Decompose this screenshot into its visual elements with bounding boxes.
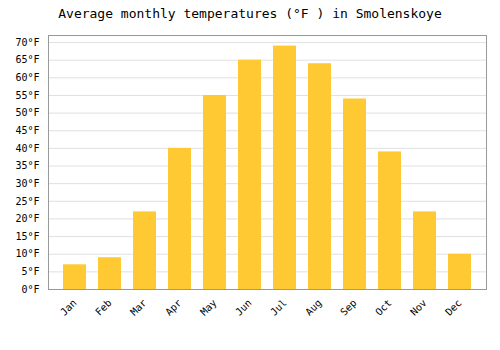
svg-text:50°F: 50°F — [15, 107, 39, 118]
svg-text:Dec: Dec — [443, 297, 464, 318]
svg-text:Sep: Sep — [338, 297, 359, 318]
svg-text:Apr: Apr — [163, 297, 184, 318]
svg-text:5°F: 5°F — [21, 266, 39, 277]
svg-text:45°F: 45°F — [15, 125, 39, 136]
svg-text:10°F: 10°F — [15, 248, 39, 259]
svg-text:Mar: Mar — [128, 297, 149, 318]
svg-text:Jan: Jan — [58, 297, 79, 318]
svg-text:70°F: 70°F — [15, 37, 39, 48]
svg-text:Jul: Jul — [268, 297, 289, 318]
svg-text:25°F: 25°F — [15, 196, 39, 207]
svg-text:55°F: 55°F — [15, 90, 39, 101]
svg-text:60°F: 60°F — [15, 72, 39, 83]
svg-text:30°F: 30°F — [15, 178, 39, 189]
svg-text:Jun: Jun — [233, 297, 254, 318]
svg-text:65°F: 65°F — [15, 54, 39, 65]
svg-text:40°F: 40°F — [15, 143, 39, 154]
svg-text:15°F: 15°F — [15, 231, 39, 242]
svg-text:Oct: Oct — [373, 297, 394, 318]
svg-text:Aug: Aug — [303, 297, 324, 318]
svg-text:0°F: 0°F — [21, 284, 39, 295]
svg-text:35°F: 35°F — [15, 160, 39, 171]
html-text:Average monthly temperatures (: Average monthly temperatures (°F ) in Sm… — [58, 6, 442, 21]
svg-text:20°F: 20°F — [15, 213, 39, 224]
svg-text:May: May — [198, 297, 219, 318]
svg-text:Feb: Feb — [93, 297, 114, 318]
svg-text:Nov: Nov — [408, 297, 429, 318]
